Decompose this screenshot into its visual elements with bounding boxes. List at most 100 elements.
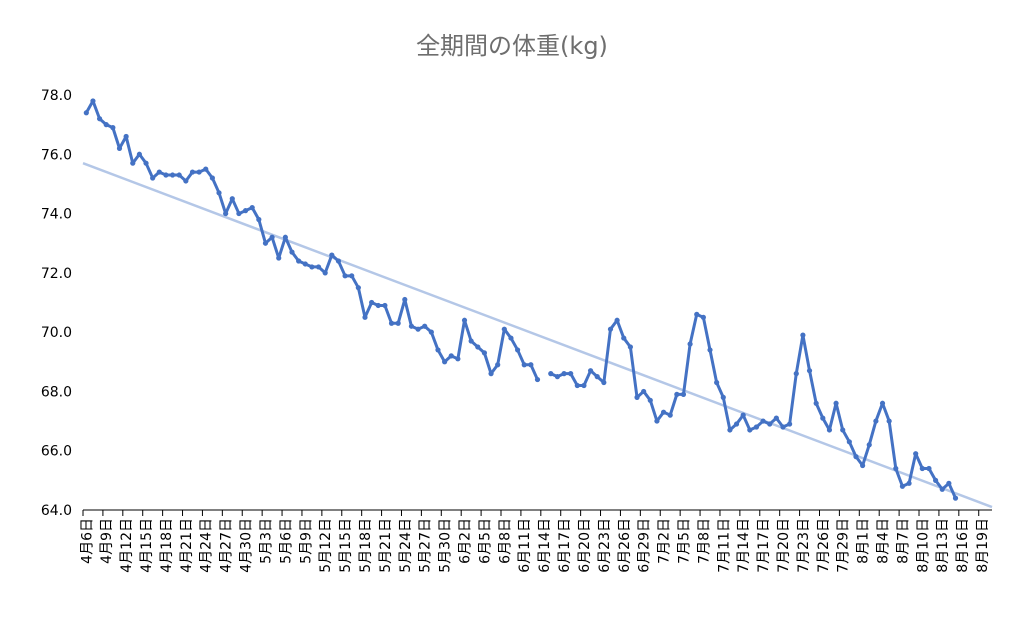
x-tick-label: 7月5日: [676, 518, 692, 564]
data-point: [461, 317, 468, 323]
data-point: [946, 480, 952, 486]
data-point: [780, 424, 786, 430]
data-point: [216, 190, 222, 196]
data-point: [501, 326, 507, 332]
y-tick-label: 72.0: [41, 266, 72, 282]
data-point: [627, 344, 633, 350]
data-point: [919, 465, 925, 472]
data-point: [435, 347, 441, 353]
data-point: [740, 412, 746, 418]
y-tick-label: 76.0: [41, 147, 72, 163]
data-point: [375, 302, 381, 309]
data-point: [813, 400, 819, 406]
x-tick-label: 5月9日: [298, 518, 314, 564]
data-point: [96, 116, 103, 122]
data-point: [660, 409, 667, 415]
data-point: [262, 240, 269, 246]
line-series: [550, 312, 957, 499]
data-point: [846, 439, 852, 445]
data-point: [568, 371, 574, 377]
data-point: [687, 341, 693, 347]
x-tick-label: 7月14日: [736, 518, 752, 573]
data-point: [143, 160, 149, 166]
x-tick-label: 5月21日: [378, 518, 394, 573]
y-tick-label: 70.0: [41, 325, 72, 341]
x-tick-label: 4月21日: [179, 518, 195, 573]
data-point: [614, 317, 620, 323]
data-point: [123, 133, 129, 140]
data-point: [634, 394, 640, 400]
x-tick-label: 8月7日: [895, 518, 911, 564]
x-tick-label: 4月15日: [139, 518, 155, 573]
x-tick-label: 4月9日: [99, 518, 115, 564]
data-point: [229, 196, 235, 202]
data-point: [415, 326, 421, 332]
data-point: [860, 462, 866, 469]
data-point: [475, 344, 481, 350]
data-point: [223, 210, 229, 217]
data-point: [362, 314, 368, 320]
data-point: [773, 415, 779, 421]
data-point: [793, 371, 799, 377]
data-point: [674, 391, 680, 397]
data-point: [276, 255, 282, 261]
data-point: [820, 415, 826, 421]
data-point: [189, 169, 196, 175]
data-point: [714, 379, 720, 386]
data-point: [753, 424, 760, 430]
data-point: [826, 427, 833, 433]
data-point: [694, 311, 700, 317]
data-point: [594, 374, 600, 380]
x-tick-label: 7月26日: [816, 518, 832, 573]
data-point: [926, 465, 932, 472]
data-point: [866, 442, 872, 448]
data-point: [468, 338, 474, 344]
data-point: [879, 400, 886, 406]
data-point: [156, 169, 162, 175]
data-point: [554, 374, 561, 380]
data-point: [315, 264, 322, 270]
data-point: [282, 234, 288, 240]
x-tick-label: 6月2日: [458, 518, 474, 564]
x-tick-label: 7月11日: [716, 518, 732, 573]
data-point: [322, 270, 328, 276]
data-point: [700, 314, 706, 320]
data-point: [296, 258, 302, 264]
data-point: [90, 98, 96, 104]
x-tick-label: 5月18日: [358, 518, 374, 573]
data-point: [150, 175, 156, 181]
x-tick-label: 6月17日: [557, 518, 573, 573]
data-point: [183, 178, 189, 184]
data-point: [442, 359, 448, 365]
y-tick-label: 78.0: [41, 88, 72, 104]
x-tick-label: 6月14日: [537, 518, 553, 573]
data-point: [873, 418, 879, 424]
y-tick-label: 68.0: [41, 384, 72, 400]
data-point: [203, 166, 209, 172]
data-point: [488, 371, 494, 377]
x-tick-label: 4月18日: [159, 518, 175, 573]
data-point: [939, 486, 945, 492]
x-tick-label: 7月17日: [756, 518, 772, 573]
data-point: [787, 421, 793, 427]
x-tick-label: 4月27日: [219, 518, 235, 573]
data-point: [534, 376, 541, 383]
data-point: [581, 382, 587, 389]
data-point: [269, 234, 275, 240]
data-point: [654, 418, 660, 424]
data-point: [800, 332, 806, 338]
data-point: [342, 273, 348, 279]
data-point: [727, 427, 733, 433]
x-tick-label: 8月10日: [915, 518, 931, 573]
x-tick-label: 5月3日: [258, 518, 274, 564]
data-point: [448, 353, 454, 359]
data-point: [767, 421, 773, 427]
data-point: [893, 465, 899, 472]
x-tick-label: 6月26日: [617, 518, 633, 573]
data-point: [302, 261, 308, 267]
data-point: [952, 495, 959, 501]
data-point: [833, 400, 839, 406]
data-point: [747, 427, 753, 433]
x-tick-label: 8月1日: [856, 518, 872, 564]
